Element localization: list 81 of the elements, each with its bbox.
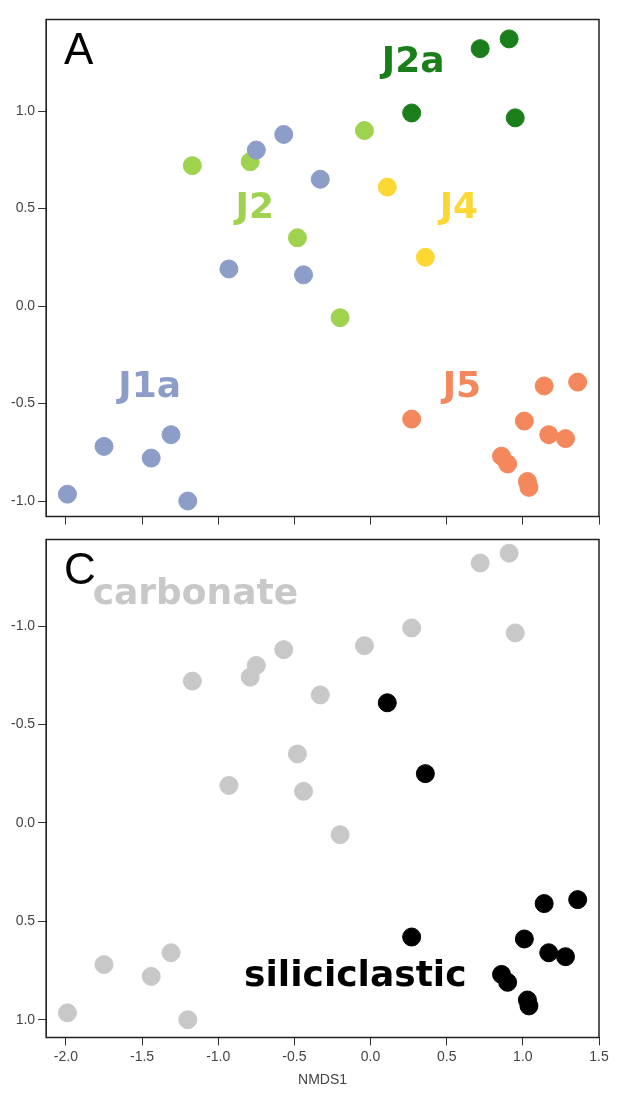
x-tick-label: -1.0 — [206, 1047, 231, 1064]
point — [415, 247, 435, 267]
y-tick-label: -0.5 — [11, 394, 36, 411]
point — [161, 425, 181, 445]
y-tick-label: 1.0 — [15, 101, 36, 118]
point — [330, 825, 350, 845]
point — [141, 966, 161, 986]
point — [402, 927, 422, 947]
point — [402, 409, 422, 429]
point — [568, 372, 588, 392]
point — [539, 425, 559, 445]
y-tick-label: -1.0 — [11, 491, 36, 508]
y-tick-label: 0.0 — [15, 296, 36, 313]
point — [330, 308, 350, 328]
point — [219, 259, 239, 279]
point — [377, 693, 397, 713]
series-label: J2 — [232, 184, 275, 226]
point — [219, 775, 239, 795]
point — [310, 169, 330, 189]
point — [498, 972, 518, 992]
x-tick-label: -0.5 — [282, 1047, 307, 1064]
point — [57, 484, 77, 504]
point — [161, 943, 181, 963]
point — [354, 636, 374, 656]
y-tick-label: 0.5 — [15, 199, 36, 216]
point — [287, 744, 307, 764]
x-tick-label: -2.0 — [53, 1047, 79, 1064]
point — [274, 124, 294, 144]
series-label: J2a — [378, 38, 445, 80]
point — [539, 943, 559, 963]
y-tick-label: 0.0 — [15, 813, 36, 830]
point — [94, 955, 114, 975]
point — [499, 543, 519, 563]
point — [240, 667, 260, 687]
point — [498, 454, 518, 474]
y-tick-label: -0.5 — [11, 715, 36, 732]
x-tick-label: 1.0 — [513, 1047, 533, 1064]
point — [310, 685, 330, 705]
point — [94, 436, 114, 456]
point — [402, 103, 422, 123]
series-label: J5 — [439, 364, 482, 406]
point — [505, 108, 525, 128]
series-label: J1a — [115, 364, 182, 406]
chart-title: C — [64, 543, 96, 593]
point — [182, 156, 202, 176]
point — [534, 376, 554, 396]
x-axis-title: NMDS1 — [298, 1071, 348, 1088]
y-tick-label: -1.0 — [11, 616, 36, 633]
point — [505, 623, 525, 643]
point — [568, 890, 588, 910]
series-label: J4 — [436, 184, 479, 226]
chart-title: A — [64, 23, 95, 73]
point — [415, 764, 435, 784]
point — [141, 448, 161, 468]
point — [287, 228, 307, 248]
point — [470, 553, 490, 573]
point — [182, 671, 202, 691]
y-tick-label: 0.5 — [15, 912, 36, 929]
point — [377, 177, 397, 197]
point — [499, 29, 519, 49]
point — [246, 140, 266, 160]
point — [555, 429, 575, 449]
point — [274, 640, 294, 660]
x-tick-label: 1.5 — [589, 1047, 609, 1064]
y-tick-label: 1.0 — [15, 1010, 36, 1027]
series-label: siliciclastic — [244, 952, 467, 994]
point — [294, 265, 314, 285]
point — [402, 618, 422, 638]
point — [178, 491, 198, 511]
x-tick-label: 0.5 — [436, 1047, 457, 1064]
x-tick-label: -1.5 — [130, 1047, 155, 1064]
point — [178, 1010, 198, 1030]
point — [57, 1003, 77, 1023]
point — [514, 929, 534, 949]
point — [354, 121, 374, 141]
point — [294, 781, 314, 801]
point — [470, 39, 490, 59]
point — [534, 894, 554, 914]
x-tick-label: 0.0 — [360, 1047, 381, 1064]
point — [555, 947, 575, 967]
point — [514, 411, 534, 431]
